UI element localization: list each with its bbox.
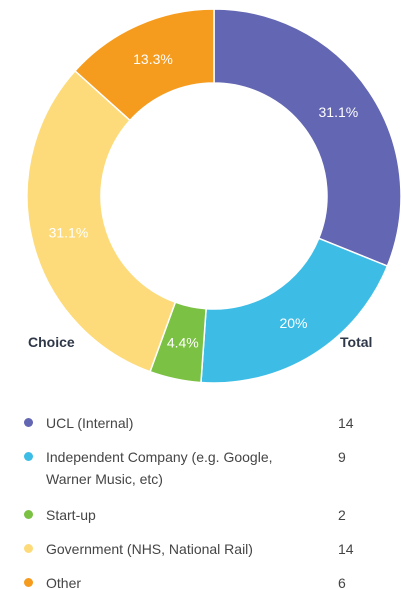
slice-percent-label: 4.4% xyxy=(167,335,199,351)
donut-slice xyxy=(73,8,215,122)
legend-dot-icon xyxy=(24,452,33,461)
legend-value: 14 xyxy=(338,541,354,557)
legend-item-ucl: UCL (Internal) 14 xyxy=(0,410,401,444)
legend-value: 9 xyxy=(338,449,346,465)
slice-percent-label: 31.1% xyxy=(319,104,359,120)
legend-item-government: Government (NHS, National Rail) 14 xyxy=(0,536,401,570)
legend-value: 14 xyxy=(338,415,354,431)
donut-slice xyxy=(200,237,389,384)
legend-label: UCL (Internal) xyxy=(46,415,134,431)
legend-item-other: Other 6 xyxy=(0,570,401,589)
legend-label: Independent Company (e.g. Google, Warner… xyxy=(46,449,273,487)
legend-label: Start-up xyxy=(46,507,96,523)
donut-slice xyxy=(26,69,177,373)
slice-percent-label: 20% xyxy=(279,315,307,331)
legend-dot-icon xyxy=(24,510,33,519)
legend-value: 6 xyxy=(338,575,346,589)
slice-percent-label: 13.3% xyxy=(133,51,173,67)
legend-value: 2 xyxy=(338,507,346,523)
legend-item-start-up: Start-up 2 xyxy=(0,502,401,536)
legend-dot-icon xyxy=(24,544,33,553)
legend-dot-icon xyxy=(24,418,33,427)
total-column-header: Total xyxy=(340,334,373,350)
slice-percent-label: 31.1% xyxy=(49,224,89,240)
legend-item-independent-company: Independent Company (e.g. Google, Warner… xyxy=(0,444,401,502)
legend-label: Other xyxy=(46,575,82,589)
choice-column-header: Choice xyxy=(28,334,75,350)
legend: UCL (Internal) 14 Independent Company (e… xyxy=(0,410,401,589)
donut-chart: 31.1% 20% 4.4% 31.1% 13.3% xyxy=(26,8,401,384)
donut-slice xyxy=(213,8,401,268)
legend-label: Government (NHS, National Rail) xyxy=(46,541,253,557)
legend-dot-icon xyxy=(24,578,33,587)
